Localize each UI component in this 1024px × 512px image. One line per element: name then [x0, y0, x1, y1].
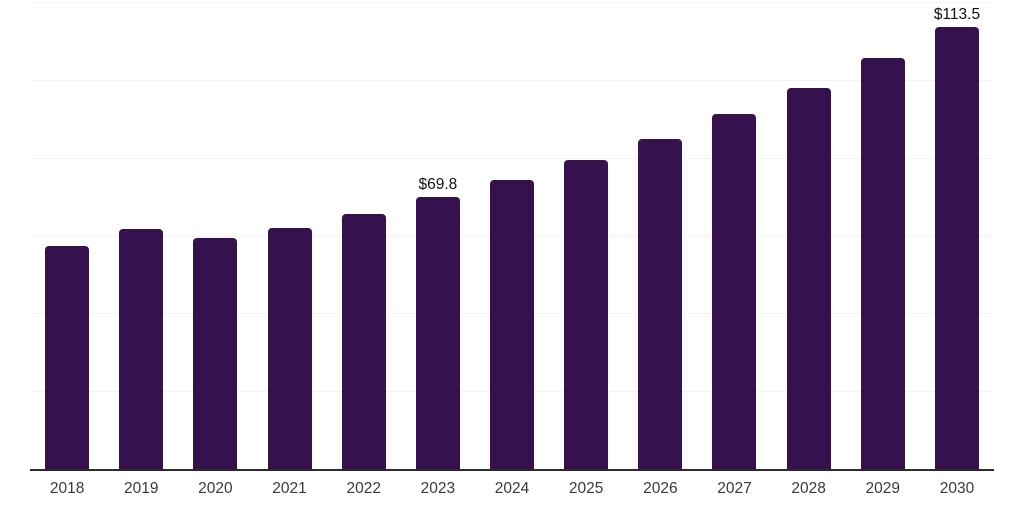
- bar-2027[interactable]: [712, 114, 757, 469]
- x-axis-label-2028: 2028: [791, 480, 826, 497]
- bar-column-2018: [30, 2, 104, 469]
- x-axis-label-2019: 2019: [123, 480, 159, 497]
- bar-2030[interactable]: [934, 27, 979, 469]
- x-axis-label-2021: 2021: [272, 480, 307, 497]
- bar-2024[interactable]: [490, 179, 535, 469]
- bar-2020[interactable]: [193, 237, 238, 469]
- bar-column-2027: [697, 2, 771, 469]
- bar-column-2020: [178, 2, 252, 469]
- bar-column-2028: [772, 2, 846, 469]
- bar-2026[interactable]: [638, 139, 683, 469]
- x-axis-label-2025: 2025: [568, 480, 604, 497]
- bar-2028[interactable]: [786, 88, 831, 469]
- bar-2018[interactable]: [45, 246, 90, 469]
- gridline-120: [30, 2, 994, 3]
- x-axis-label-2018: 2018: [49, 480, 85, 497]
- gridline-80: [30, 157, 994, 159]
- bar-column-2022: [327, 2, 401, 469]
- gridline-100: [30, 79, 994, 81]
- x-axis-label-2023: 2023: [420, 480, 456, 497]
- bar-column-2023: $69.8: [401, 2, 475, 469]
- x-axis-label-2027: 2027: [717, 480, 752, 497]
- bar-value-label-2030: $113.5: [933, 5, 981, 23]
- x-axis-label-2024: 2024: [494, 480, 530, 497]
- x-axis-labels: 2018 2019 2020 2021 2022 2023 2024 2025 2026 2027…: [30, 481, 994, 497]
- bar-2025[interactable]: [564, 160, 609, 469]
- bar-2023[interactable]: [415, 197, 460, 469]
- bar-column-2030: $113.5: [920, 2, 994, 469]
- x-axis-label-2030: 2030: [939, 480, 975, 497]
- bar-2019[interactable]: [119, 229, 164, 469]
- x-axis-label-2026: 2026: [643, 480, 678, 497]
- bar-2022[interactable]: [341, 213, 386, 469]
- x-axis-label-2022: 2022: [346, 480, 381, 497]
- bar-column-2024: [475, 2, 549, 469]
- bar-column-2029: [846, 2, 920, 469]
- bar-column-2026: [623, 2, 697, 469]
- bar-2029[interactable]: [860, 58, 905, 469]
- bar-column-2019: [104, 2, 178, 469]
- bar-2021[interactable]: [267, 227, 312, 469]
- bar-column-2025: [549, 2, 623, 469]
- x-axis-label-2029: 2029: [865, 480, 901, 497]
- plot-area: $69.8 $113.5: [30, 2, 994, 471]
- bar-column-2021: [252, 2, 326, 469]
- bar-value-label-2023: $69.8: [418, 175, 458, 193]
- x-axis-label-2020: 2020: [198, 480, 233, 497]
- bars-row: $69.8 $113.5: [30, 2, 994, 469]
